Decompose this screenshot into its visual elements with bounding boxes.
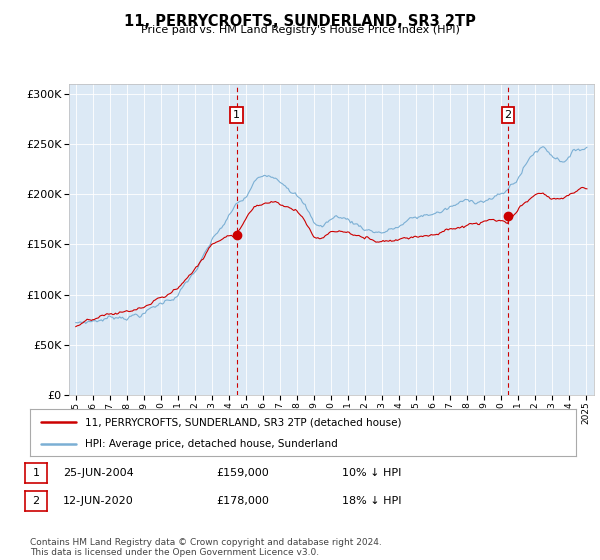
Text: 11, PERRYCROFTS, SUNDERLAND, SR3 2TP (detached house): 11, PERRYCROFTS, SUNDERLAND, SR3 2TP (de…: [85, 417, 401, 427]
Text: 25-JUN-2004: 25-JUN-2004: [63, 468, 134, 478]
Text: Price paid vs. HM Land Registry's House Price Index (HPI): Price paid vs. HM Land Registry's House …: [140, 25, 460, 35]
Text: 2: 2: [32, 496, 40, 506]
Text: 12-JUN-2020: 12-JUN-2020: [63, 496, 134, 506]
Text: 1: 1: [233, 110, 240, 120]
Text: 11, PERRYCROFTS, SUNDERLAND, SR3 2TP: 11, PERRYCROFTS, SUNDERLAND, SR3 2TP: [124, 14, 476, 29]
Text: 2: 2: [505, 110, 512, 120]
Text: £159,000: £159,000: [216, 468, 269, 478]
Text: 10% ↓ HPI: 10% ↓ HPI: [342, 468, 401, 478]
Text: HPI: Average price, detached house, Sunderland: HPI: Average price, detached house, Sund…: [85, 439, 337, 449]
Text: Contains HM Land Registry data © Crown copyright and database right 2024.
This d: Contains HM Land Registry data © Crown c…: [30, 538, 382, 557]
Text: 18% ↓ HPI: 18% ↓ HPI: [342, 496, 401, 506]
Text: £178,000: £178,000: [216, 496, 269, 506]
Text: 1: 1: [32, 468, 40, 478]
